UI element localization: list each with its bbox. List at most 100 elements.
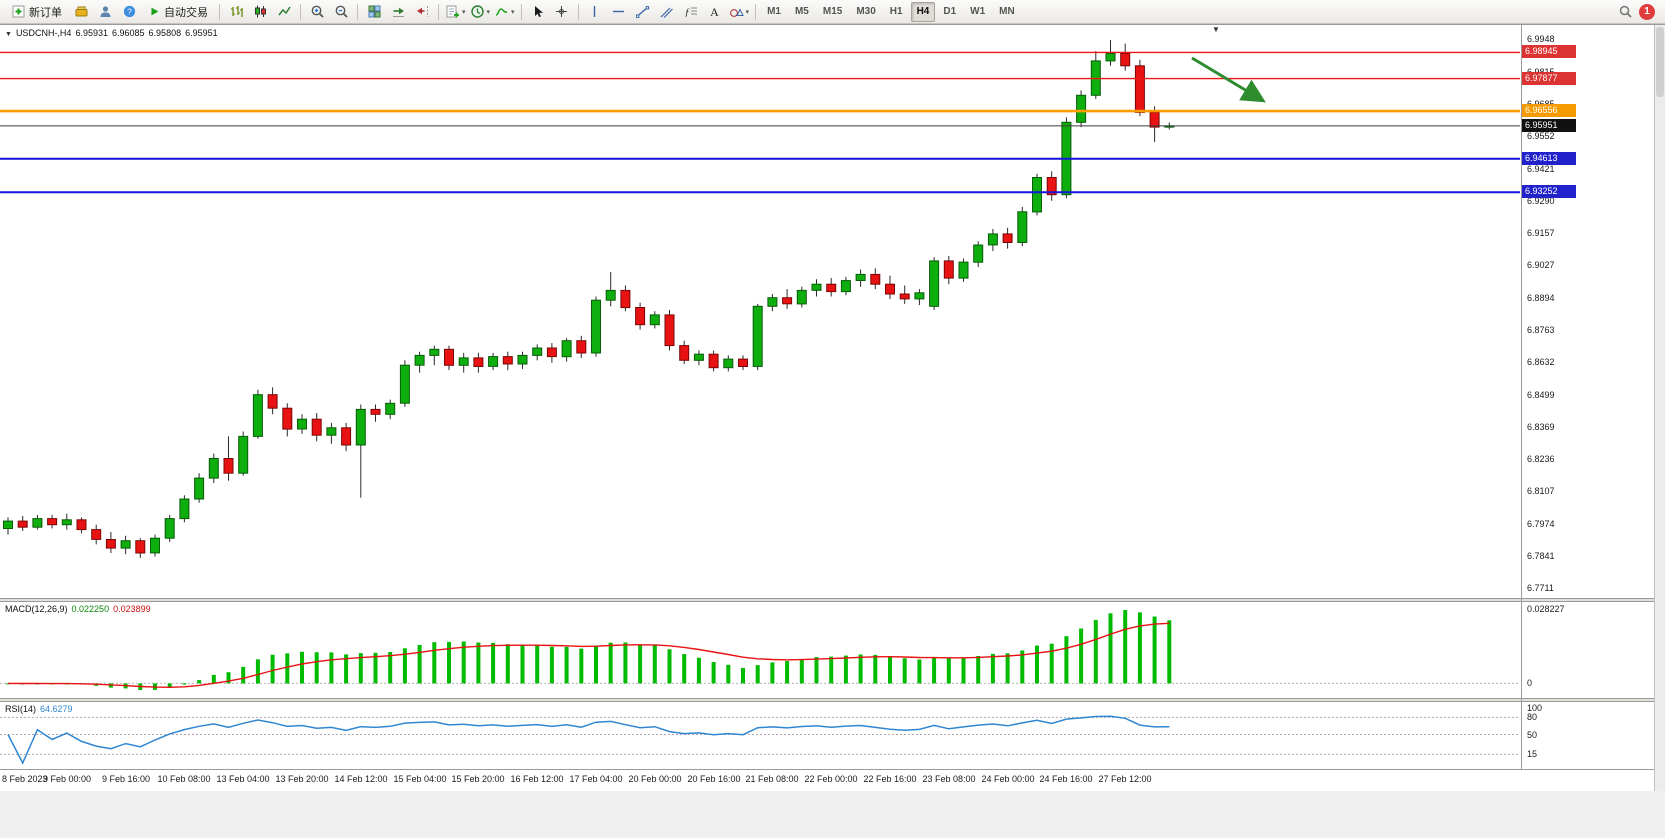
time-axis-label: 22 Feb 00:00 bbox=[804, 774, 858, 784]
time-axis-label: 9 Feb 00:00 bbox=[42, 774, 92, 784]
auto-scroll-button[interactable] bbox=[387, 2, 409, 22]
vertical-scrollbar[interactable] bbox=[1654, 25, 1665, 791]
candlestick-icon bbox=[254, 5, 266, 18]
cursor-icon bbox=[535, 6, 544, 18]
wallet-button[interactable] bbox=[70, 2, 92, 22]
time-axis-label: 13 Feb 20:00 bbox=[275, 774, 329, 784]
line-chart-mode-button[interactable] bbox=[273, 2, 295, 22]
time-axis-label: 15 Feb 20:00 bbox=[451, 774, 505, 784]
horizontal-line-tool-button[interactable] bbox=[608, 2, 630, 22]
chart-window: ▼ USDCNH-,H4 6.95931 6.96085 6.95808 6.95951 … bbox=[0, 24, 1665, 838]
new-chart-button[interactable]: ▾ bbox=[444, 2, 467, 22]
cursor-tool-button[interactable] bbox=[527, 2, 549, 22]
search-icon bbox=[1619, 5, 1632, 18]
time-axis-label: 15 Feb 04:00 bbox=[393, 774, 447, 784]
candlestick-mode-button[interactable] bbox=[249, 2, 271, 22]
zoom-in-button[interactable] bbox=[306, 2, 328, 22]
periods-button[interactable]: ▾ bbox=[469, 2, 492, 22]
timeframe-button-mn[interactable]: MN bbox=[993, 2, 1021, 22]
ohlc-high: 6.96085 bbox=[112, 28, 145, 38]
time-axis-label: 23 Feb 08:00 bbox=[922, 774, 976, 784]
indicators-button[interactable]: ▾ bbox=[493, 2, 516, 22]
time-axis-label: 14 Feb 12:00 bbox=[334, 774, 388, 784]
crosshair-tool-button[interactable] bbox=[551, 2, 573, 22]
timeframe-button-m15[interactable]: M15 bbox=[817, 2, 848, 22]
time-axis[interactable]: 8 Feb 2023 9 Feb 00:00 9 Feb 16:00 10 Feb 0… bbox=[0, 769, 1665, 791]
vertical-line-tool-button[interactable] bbox=[584, 2, 606, 22]
rsi-value: 64.6279 bbox=[40, 704, 73, 714]
trendline-icon bbox=[636, 6, 650, 18]
panel-splitter[interactable] bbox=[0, 598, 1665, 602]
help-button[interactable]: ? bbox=[118, 2, 140, 22]
accounts-button[interactable] bbox=[94, 2, 116, 22]
tile-windows-icon bbox=[368, 5, 380, 18]
chart-shift-marker[interactable]: ▼ bbox=[1212, 25, 1220, 34]
macd-histogram bbox=[6, 610, 1172, 690]
ohlc-low: 6.95808 bbox=[148, 28, 182, 38]
search-button[interactable] bbox=[1614, 2, 1636, 22]
timeframe-group: M1 M5 M15 M30 H1 H4 D1 W1 MN bbox=[760, 1, 1022, 22]
ohlc-open: 6.95931 bbox=[75, 28, 108, 38]
auto-scroll-icon bbox=[392, 7, 404, 17]
bar-chart-mode-button[interactable] bbox=[225, 2, 247, 22]
macd-main-value: 0.022250 bbox=[71, 604, 110, 614]
timeframe-button-m5[interactable]: M5 bbox=[789, 2, 815, 22]
ohlc-close: 6.95951 bbox=[185, 28, 218, 38]
tile-windows-button[interactable] bbox=[363, 2, 385, 22]
time-axis-label: 16 Feb 12:00 bbox=[510, 774, 564, 784]
fibonacci-icon: ƒ bbox=[685, 7, 698, 19]
macd-panel-canvas[interactable] bbox=[0, 602, 1665, 698]
trendline-tool-button[interactable] bbox=[632, 2, 654, 22]
timeframe-button-w1[interactable]: W1 bbox=[964, 2, 991, 22]
candlestick-series bbox=[3, 40, 1175, 558]
time-axis-label: 21 Feb 08:00 bbox=[745, 774, 799, 784]
toolbar-separator bbox=[357, 3, 358, 20]
chevron-down-icon: ▾ bbox=[511, 8, 515, 16]
macd-name: MACD(12,26,9) bbox=[5, 604, 68, 614]
chart-symbol-label: USDCNH-,H4 bbox=[15, 28, 72, 38]
zoom-in-icon bbox=[311, 5, 324, 18]
scrollbar-thumb[interactable] bbox=[1656, 27, 1664, 97]
crosshair-icon bbox=[556, 6, 568, 17]
timeframe-button-h4[interactable]: H4 bbox=[910, 1, 936, 22]
rsi-name: RSI(14) bbox=[5, 704, 37, 714]
chevron-down-icon: ▾ bbox=[745, 8, 750, 16]
toolbar-separator bbox=[219, 3, 220, 20]
autotrading-button[interactable]: 自动交易 bbox=[142, 2, 214, 22]
fibonacci-tool-button[interactable]: ƒ bbox=[680, 2, 702, 22]
chart-shift-icon bbox=[416, 6, 428, 17]
notification-badge[interactable]: 1 bbox=[1639, 3, 1655, 20]
new-order-button[interactable]: 新订单 bbox=[5, 2, 68, 22]
panel-splitter[interactable] bbox=[0, 698, 1665, 702]
macd-signal-value: 0.023899 bbox=[113, 604, 151, 614]
time-axis-label: 8 Feb 2023 bbox=[2, 774, 48, 784]
time-axis-label: 20 Feb 00:00 bbox=[628, 774, 682, 784]
chevron-down-icon: ▾ bbox=[462, 8, 466, 16]
channel-tool-button[interactable] bbox=[656, 2, 678, 22]
help-icon: ? bbox=[123, 5, 135, 18]
shapes-tool-button[interactable]: ▾ bbox=[728, 2, 751, 22]
down-arrow-annotation[interactable] bbox=[1191, 56, 1266, 103]
timeframe-button-d1[interactable]: D1 bbox=[937, 2, 962, 22]
time-axis-label: 20 Feb 16:00 bbox=[687, 774, 741, 784]
shapes-icon bbox=[729, 8, 744, 17]
accounts-icon bbox=[100, 6, 110, 17]
clock-icon bbox=[470, 5, 484, 18]
zoom-out-button[interactable] bbox=[330, 2, 352, 22]
chart-header: ▼ USDCNH-,H4 6.95931 6.96085 6.95808 6.95951 bbox=[5, 28, 222, 38]
chart-shift-button[interactable] bbox=[411, 2, 433, 22]
bar-chart-icon bbox=[230, 6, 243, 17]
symbol-dropdown-icon[interactable]: ▼ bbox=[5, 31, 12, 38]
time-axis-label: 10 Feb 08:00 bbox=[157, 774, 211, 784]
rsi-panel-canvas[interactable] bbox=[0, 702, 1665, 769]
toolbar-separator bbox=[520, 3, 522, 20]
wallet-icon bbox=[75, 6, 87, 17]
timeframe-button-h1[interactable]: H1 bbox=[884, 2, 909, 22]
new-order-label: 新订单 bbox=[29, 6, 62, 19]
equidistant-channel-icon bbox=[660, 7, 673, 18]
text-tool-button[interactable]: A bbox=[704, 2, 726, 22]
new-order-icon bbox=[12, 5, 25, 18]
price-chart-canvas[interactable] bbox=[0, 25, 1665, 598]
timeframe-button-m1[interactable]: M1 bbox=[761, 2, 787, 22]
timeframe-button-m30[interactable]: M30 bbox=[850, 2, 881, 22]
